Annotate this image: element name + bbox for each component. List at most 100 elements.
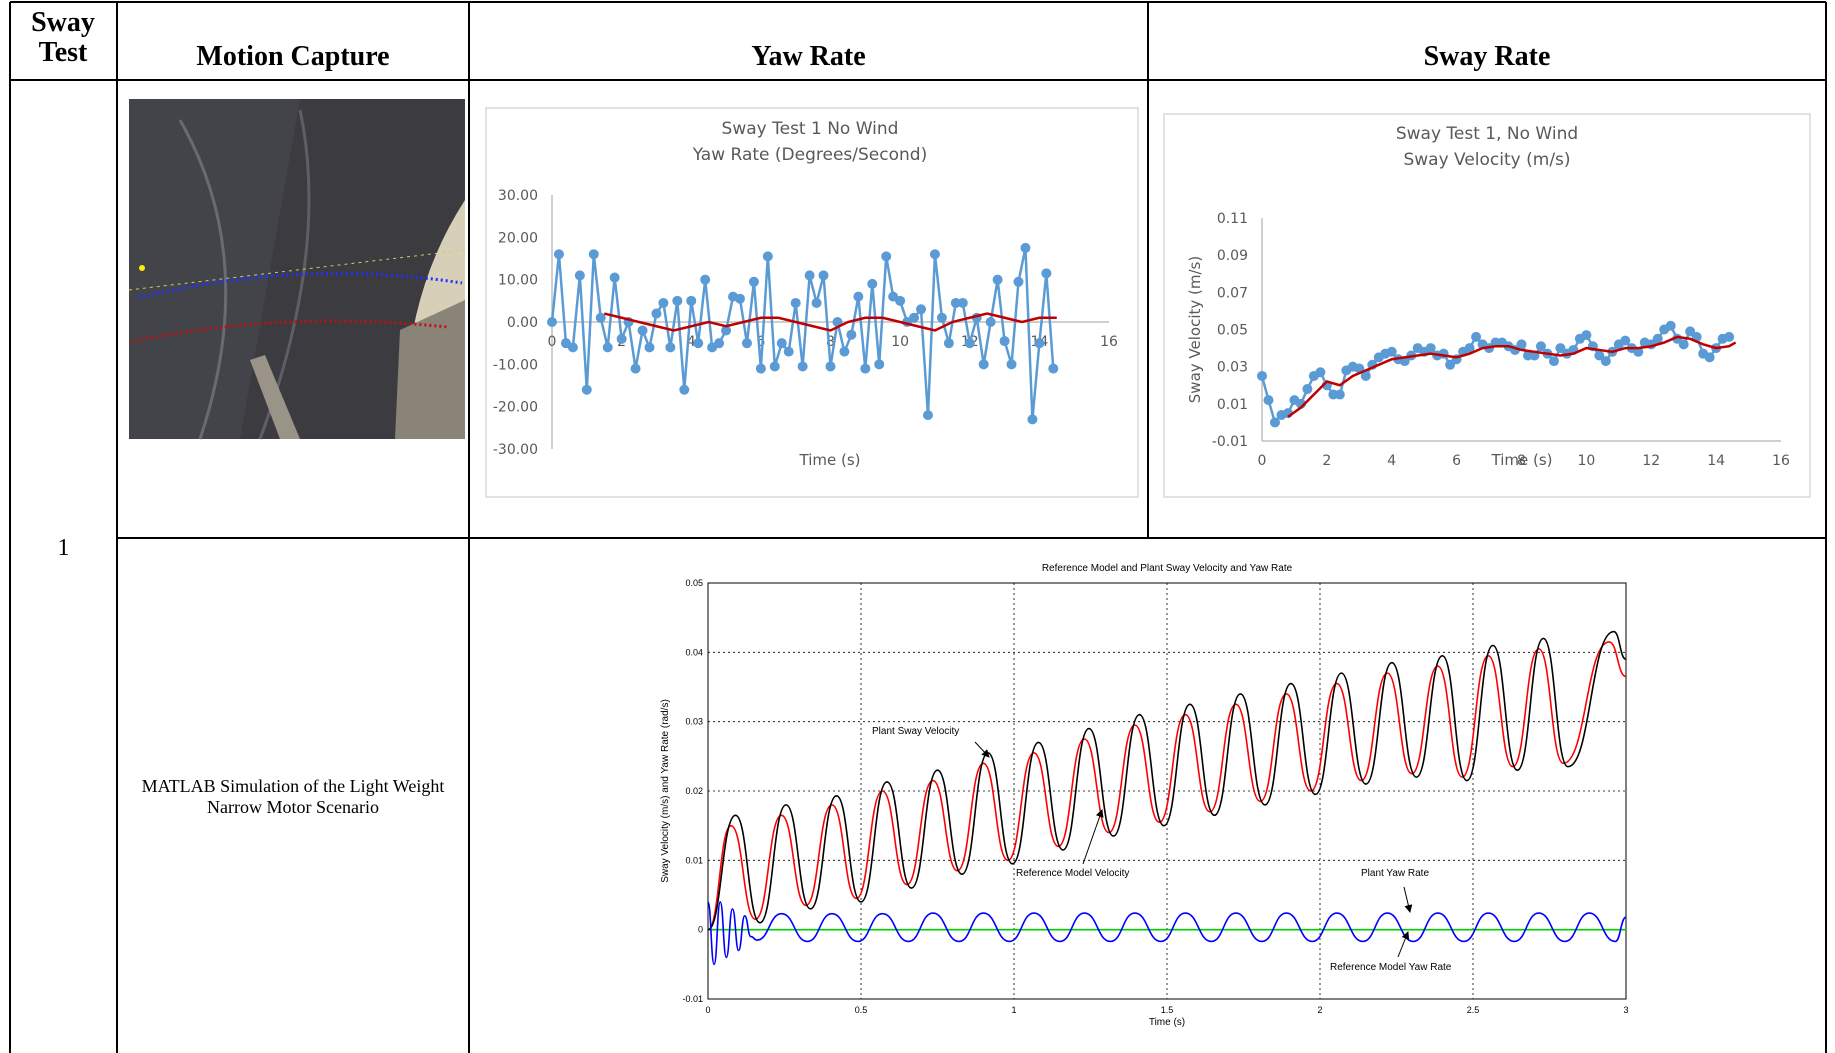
data-point	[589, 249, 599, 259]
data-point	[1724, 332, 1734, 342]
data-point	[679, 385, 689, 395]
data-point	[742, 338, 752, 348]
x-tick-label: 6	[1452, 453, 1461, 469]
data-point	[1257, 371, 1267, 381]
x-tick-label: 10	[1577, 453, 1595, 469]
data-point	[1000, 336, 1010, 346]
data-point	[1549, 356, 1559, 366]
data-point	[909, 313, 919, 323]
data-point	[665, 342, 675, 352]
chart-title: Reference Model and Plant Sway Velocity …	[1042, 563, 1293, 574]
y-tick-label: 30.00	[498, 188, 538, 204]
data-point	[965, 338, 975, 348]
data-point	[603, 342, 613, 352]
x-tick-label: 3	[1623, 1005, 1628, 1015]
data-point	[1302, 384, 1312, 394]
data-point	[937, 313, 947, 323]
x-tick-label: 14	[1707, 453, 1725, 469]
chart: Sway Test 1, No WindSway Velocity (m/s)-…	[1164, 114, 1810, 497]
x-tick-label: 12	[1642, 453, 1660, 469]
data-point	[819, 270, 829, 280]
header-sway-test: Sway Test	[18, 8, 108, 68]
data-point	[638, 325, 648, 335]
data-point	[763, 251, 773, 261]
test-id: 1	[10, 538, 117, 559]
header-motion-capture: Motion Capture	[117, 42, 469, 72]
x-tick-label: 0	[705, 1005, 710, 1015]
data-point	[1705, 352, 1715, 362]
y-tick-label: 0.01	[1217, 397, 1248, 413]
chart-frame	[1164, 114, 1810, 497]
data-point	[944, 338, 954, 348]
data-point	[700, 275, 710, 285]
y-tick-label: 0.07	[1217, 285, 1248, 301]
y-tick-label: 0.04	[685, 647, 703, 657]
x-tick-label: 2.5	[1467, 1005, 1480, 1015]
data-point	[1581, 330, 1591, 340]
data-point	[644, 342, 654, 352]
header-sway-rate: Sway Rate	[1148, 42, 1826, 72]
y-tick-label: 20.00	[498, 230, 538, 246]
data-point	[1263, 395, 1273, 405]
y-tick-label: -30.00	[493, 442, 538, 458]
data-point	[874, 359, 884, 369]
data-point	[1315, 367, 1325, 377]
data-point	[1020, 243, 1030, 253]
data-point	[853, 292, 863, 302]
data-point	[1007, 359, 1017, 369]
chart-title: Sway Test 1 No Wind	[722, 119, 899, 139]
data-point	[686, 296, 696, 306]
data-point	[805, 270, 815, 280]
x-tick-label: 1	[1011, 1005, 1016, 1015]
x-tick-label: 0.5	[855, 1005, 868, 1015]
x-tick-label: 16	[1100, 334, 1118, 350]
x-axis-label: Time (s)	[799, 451, 861, 469]
data-point	[1048, 364, 1058, 374]
chart: Reference Model and Plant Sway Velocity …	[660, 563, 1629, 1028]
data-point	[568, 342, 578, 352]
data-point	[860, 364, 870, 374]
data-point	[812, 298, 822, 308]
y-tick-label: 0.03	[1217, 360, 1248, 376]
y-tick-label: 0	[698, 925, 703, 935]
x-tick-label: 2	[1317, 1005, 1322, 1015]
x-axis-label: Time (s)	[1491, 451, 1553, 469]
data-point	[930, 249, 940, 259]
y-tick-label: 0.05	[685, 578, 703, 588]
y-tick-label: 0.05	[1217, 323, 1248, 339]
data-point	[756, 364, 766, 374]
data-point	[631, 364, 641, 374]
y-tick-label: 0.01	[685, 855, 703, 865]
annotation: Plant Yaw Rate	[1361, 868, 1429, 879]
y-axis-label: Sway Velocity (m/s) and Yaw Rate (rad/s)	[660, 699, 671, 883]
motion-capture-photo	[129, 99, 465, 439]
data-point	[881, 251, 891, 261]
data-point	[1041, 268, 1051, 278]
y-tick-label: -0.01	[682, 994, 703, 1004]
annotation: Plant Sway Velocity	[872, 726, 959, 737]
y-tick-label: -10.00	[493, 357, 538, 373]
data-point	[979, 359, 989, 369]
data-point	[1013, 277, 1023, 287]
simulation-label: MATLAB Simulation of the Light Weight Na…	[140, 776, 446, 818]
y-tick-label: 0.09	[1217, 248, 1248, 264]
document-page: Sway Test 1 No WindYaw Rate (Degrees/Sec…	[0, 0, 1835, 1053]
data-point	[1679, 339, 1689, 349]
y-tick-label: 0.02	[685, 786, 703, 796]
header-yaw-rate: Yaw Rate	[469, 42, 1148, 72]
data-point	[993, 275, 1003, 285]
y-tick-label: 10.00	[498, 273, 538, 289]
data-point	[777, 338, 787, 348]
x-axis-label: Time (s)	[1149, 1017, 1185, 1028]
data-point	[582, 385, 592, 395]
data-point	[735, 294, 745, 304]
data-point	[1027, 414, 1037, 424]
data-point	[658, 298, 668, 308]
y-tick-label: 0.03	[685, 717, 703, 727]
data-point	[986, 317, 996, 327]
data-point	[547, 317, 557, 327]
data-point	[1335, 390, 1345, 400]
chart-title: Sway Test 1, No Wind	[1396, 124, 1578, 144]
x-tick-label: 1.5	[1161, 1005, 1174, 1015]
